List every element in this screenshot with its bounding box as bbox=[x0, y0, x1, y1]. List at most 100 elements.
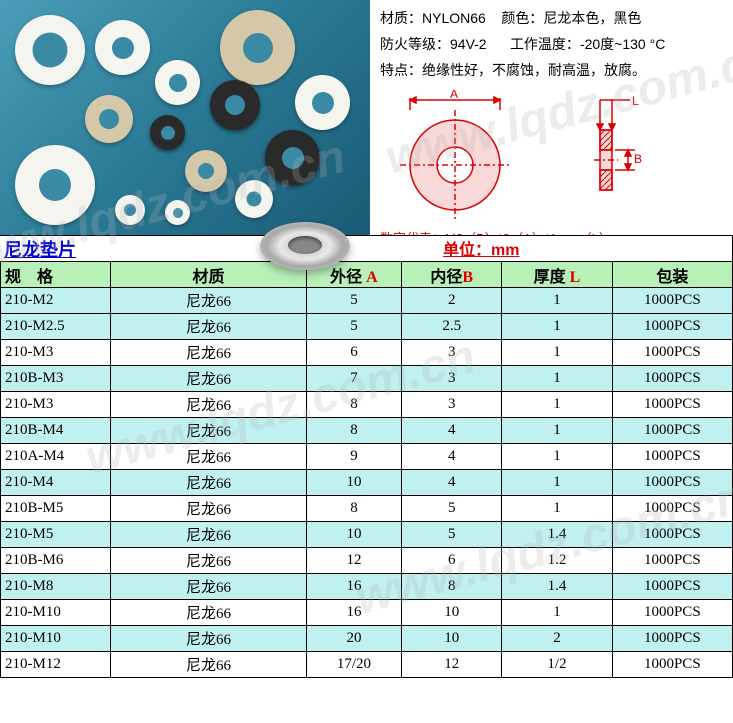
cell-spec: 210-M2 bbox=[1, 288, 111, 314]
cell-outer: 12 bbox=[306, 548, 401, 574]
cell-package: 1000PCS bbox=[612, 314, 732, 340]
cell-outer: 16 bbox=[306, 600, 401, 626]
cell-package: 1000PCS bbox=[612, 522, 732, 548]
cell-package: 1000PCS bbox=[612, 496, 732, 522]
cell-thick: 1 bbox=[502, 314, 612, 340]
cell-spec: 210-M3 bbox=[1, 392, 111, 418]
cell-inner: 6 bbox=[402, 548, 502, 574]
table-row: 210-M3尼龙666311000PCS bbox=[1, 340, 733, 366]
cell-thick: 1 bbox=[502, 470, 612, 496]
cell-package: 1000PCS bbox=[612, 600, 732, 626]
cell-inner: 4 bbox=[402, 418, 502, 444]
cell-inner: 4 bbox=[402, 470, 502, 496]
title-row: 尼龙垫片 单位：mm bbox=[0, 235, 733, 261]
cell-inner: 3 bbox=[402, 392, 502, 418]
cell-thick: 1/2 bbox=[502, 652, 612, 678]
cell-thick: 1 bbox=[502, 444, 612, 470]
cell-thick: 1 bbox=[502, 418, 612, 444]
svg-text:L: L bbox=[632, 95, 639, 108]
svg-text:B: B bbox=[634, 152, 642, 166]
cell-spec: 210-M3 bbox=[1, 340, 111, 366]
fire-label: 防火等级： bbox=[380, 36, 450, 52]
cell-package: 1000PCS bbox=[612, 548, 732, 574]
table-row: 210-M8尼龙661681.41000PCS bbox=[1, 574, 733, 600]
cell-thick: 1 bbox=[502, 366, 612, 392]
table-row: 210-M3尼龙668311000PCS bbox=[1, 392, 733, 418]
cell-thick: 1.2 bbox=[502, 548, 612, 574]
cell-inner: 5 bbox=[402, 496, 502, 522]
single-washer-photo bbox=[260, 222, 355, 272]
spec-fire-temp: 防火等级：94V-2 工作温度：-20度~130 °C bbox=[380, 34, 723, 54]
cell-material: 尼龙66 bbox=[111, 444, 307, 470]
cell-thick: 1 bbox=[502, 288, 612, 314]
top-view-diagram: A bbox=[380, 90, 530, 220]
cell-thick: 1 bbox=[502, 340, 612, 366]
cell-spec: 210-M2.5 bbox=[1, 314, 111, 340]
cell-outer: 10 bbox=[306, 522, 401, 548]
color-label: 颜色： bbox=[501, 10, 543, 26]
cell-thick: 1 bbox=[502, 496, 612, 522]
fire-value: 94V-2 bbox=[450, 36, 487, 52]
cell-inner: 2 bbox=[402, 288, 502, 314]
cell-thick: 2 bbox=[502, 626, 612, 652]
cell-outer: 8 bbox=[306, 418, 401, 444]
cell-inner: 3 bbox=[402, 340, 502, 366]
spec-table: 规 格 材质 外径 A 内径B 厚度 L 包装 210-M2尼龙66521100… bbox=[0, 261, 733, 678]
cell-material: 尼龙66 bbox=[111, 340, 307, 366]
cell-outer: 8 bbox=[306, 496, 401, 522]
unit-value: mm bbox=[491, 242, 519, 259]
table-row: 210-M5尼龙661051.41000PCS bbox=[1, 522, 733, 548]
side-view-diagram: L B bbox=[550, 95, 650, 215]
cell-spec: 210-M10 bbox=[1, 626, 111, 652]
cell-inner: 5 bbox=[402, 522, 502, 548]
diagram-area: A L B bbox=[380, 90, 723, 220]
cell-inner: 8 bbox=[402, 574, 502, 600]
cell-material: 尼龙66 bbox=[111, 548, 307, 574]
cell-package: 1000PCS bbox=[612, 574, 732, 600]
cell-inner: 10 bbox=[402, 600, 502, 626]
cell-spec: 210-M10 bbox=[1, 600, 111, 626]
cell-inner: 3 bbox=[402, 366, 502, 392]
cell-inner: 12 bbox=[402, 652, 502, 678]
table-row: 210B-M4尼龙668411000PCS bbox=[1, 418, 733, 444]
header-row: 规 格 材质 外径 A 内径B 厚度 L 包装 bbox=[1, 262, 733, 288]
material-label: 材质： bbox=[380, 10, 422, 26]
feature-value: 绝缘性好，不腐蚀，耐高温，放腐。 bbox=[422, 62, 646, 78]
cell-package: 1000PCS bbox=[612, 652, 732, 678]
spec-panel: 材质：NYLON66 颜色：尼龙本色，黑色 防火等级：94V-2 工作温度：-2… bbox=[370, 0, 733, 235]
cell-outer: 17/20 bbox=[306, 652, 401, 678]
svg-text:A: A bbox=[450, 90, 458, 101]
cell-inner: 10 bbox=[402, 626, 502, 652]
spec-material: 材质：NYLON66 颜色：尼龙本色，黑色 bbox=[380, 8, 723, 28]
cell-outer: 5 bbox=[306, 314, 401, 340]
unit-cell: 单位：mm bbox=[305, 236, 733, 261]
cell-package: 1000PCS bbox=[612, 444, 732, 470]
material-value: NYLON66 bbox=[422, 10, 486, 26]
cell-outer: 8 bbox=[306, 392, 401, 418]
spec-feature: 特点：绝缘性好，不腐蚀，耐高温，放腐。 bbox=[380, 60, 723, 80]
cell-package: 1000PCS bbox=[612, 470, 732, 496]
table-row: 210B-M5尼龙668511000PCS bbox=[1, 496, 733, 522]
header-thick: 厚度 L bbox=[502, 262, 612, 288]
cell-thick: 1.4 bbox=[502, 522, 612, 548]
table-row: 210-M2尼龙665211000PCS bbox=[1, 288, 733, 314]
product-photo bbox=[0, 0, 370, 235]
table-row: 210B-M3尼龙667311000PCS bbox=[1, 366, 733, 392]
unit-label: 单位： bbox=[443, 242, 491, 259]
cell-material: 尼龙66 bbox=[111, 522, 307, 548]
cell-spec: 210-M5 bbox=[1, 522, 111, 548]
cell-package: 1000PCS bbox=[612, 366, 732, 392]
cell-package: 1000PCS bbox=[612, 392, 732, 418]
cell-material: 尼龙66 bbox=[111, 600, 307, 626]
table-row: 210-M10尼龙66161011000PCS bbox=[1, 600, 733, 626]
temp-value: -20度~130 °C bbox=[580, 36, 665, 52]
cell-material: 尼龙66 bbox=[111, 392, 307, 418]
cell-material: 尼龙66 bbox=[111, 626, 307, 652]
cell-outer: 16 bbox=[306, 574, 401, 600]
cell-inner: 2.5 bbox=[402, 314, 502, 340]
cell-package: 1000PCS bbox=[612, 626, 732, 652]
cell-spec: 210B-M6 bbox=[1, 548, 111, 574]
cell-material: 尼龙66 bbox=[111, 652, 307, 678]
top-section: 材质：NYLON66 颜色：尼龙本色，黑色 防火等级：94V-2 工作温度：-2… bbox=[0, 0, 733, 235]
color-value: 尼龙本色，黑色 bbox=[543, 10, 641, 26]
